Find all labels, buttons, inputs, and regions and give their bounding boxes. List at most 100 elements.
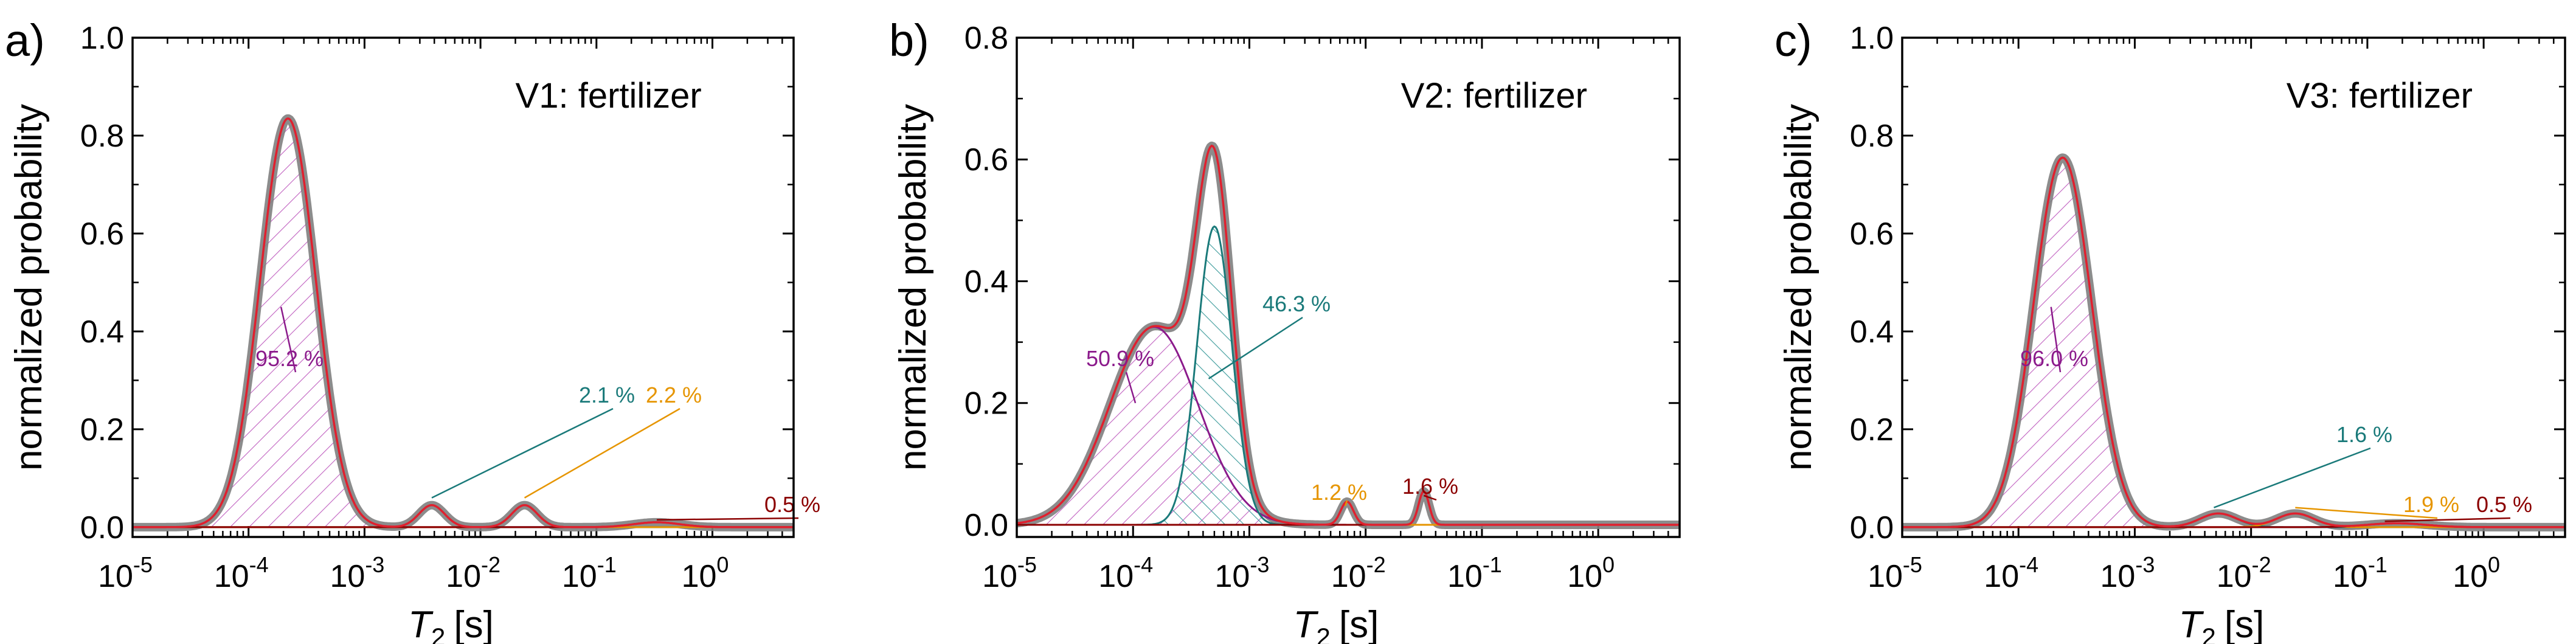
annotation-arrow (280, 306, 297, 373)
x-tick-base: 10 (2217, 559, 2252, 594)
y-tick-label: 0.0 (80, 510, 124, 545)
x-tick-base: 10 (98, 559, 133, 594)
x-tick-exp: -3 (365, 552, 384, 577)
x-tick-exp: -2 (1366, 552, 1386, 577)
x-tick-label: 10-1 (562, 552, 617, 594)
peak-percentage-label: 2.1 % (579, 383, 635, 407)
measured-distribution-curve (130, 114, 797, 531)
x-tick-base: 10 (1868, 559, 1903, 594)
x-tick-base: 10 (1567, 559, 1602, 594)
x-tick-base: 10 (2453, 559, 2488, 594)
x-tick-exp: -4 (2019, 552, 2038, 577)
x-axis-label-sub: 2 (1317, 623, 1331, 644)
x-tick-label: 10-2 (1331, 552, 1386, 594)
panel-title: V3: fertilizer (2287, 76, 2473, 116)
y-tick-label: 1.0 (1850, 21, 1894, 56)
y-tick-label: 0.6 (80, 216, 124, 252)
peak-percentage-label: 50.9 % (1086, 346, 1154, 371)
y-tick-label: 0.2 (1850, 412, 1894, 448)
x-axis-label-unit: [s] (2225, 604, 2264, 644)
panel-letter: a) (5, 15, 45, 66)
y-axis-label: normalized probability (1778, 104, 1819, 471)
annotation-arrow (1125, 372, 1137, 404)
peak-percentage-label: 1.2 % (1311, 480, 1367, 505)
y-tick-label: 1.0 (80, 21, 124, 56)
fit-sum-curve (1016, 144, 1680, 526)
x-tick-label: 10-4 (1098, 552, 1153, 594)
x-axis-label-unit: [s] (454, 604, 493, 644)
x-tick-label: 10-3 (1215, 552, 1270, 594)
x-tick-label: 100 (2453, 552, 2500, 594)
y-tick-label: 0.2 (964, 386, 1008, 421)
x-tick-base: 10 (1447, 559, 1483, 594)
annotation-arrow (2050, 306, 2062, 373)
y-axis-label: normalized probability (8, 104, 50, 471)
x-tick-label: 10-1 (1447, 552, 1502, 594)
peak-percentage-label: 2.2 % (646, 383, 702, 407)
x-tick-exp: -2 (481, 552, 500, 577)
x-tick-base: 10 (982, 559, 1017, 594)
x-tick-exp: -1 (1483, 552, 1502, 577)
x-tick-label: 10-1 (2333, 552, 2387, 594)
peak-hatch-area (1902, 158, 2565, 527)
x-tick-base: 10 (1984, 559, 2019, 594)
peak-hatch-area (133, 119, 794, 527)
x-axis-label: T2 [s] (408, 604, 494, 644)
x-tick-base: 10 (562, 559, 597, 594)
y-tick-label: 0.0 (964, 508, 1008, 543)
x-tick-base: 10 (682, 559, 717, 594)
plot-frame (131, 36, 795, 538)
x-tick-base: 10 (2333, 559, 2368, 594)
x-tick-base: 10 (1215, 559, 1250, 594)
x-tick-exp: -3 (2135, 552, 2155, 577)
x-tick-label: 10-4 (1984, 552, 2038, 594)
x-axis-label-sub: 2 (431, 623, 445, 644)
y-tick-label: 0.0 (1850, 510, 1894, 545)
x-tick-label: 10-5 (1868, 552, 1922, 594)
x-tick-exp: 0 (1602, 552, 1615, 577)
x-tick-exp: -2 (2252, 552, 2271, 577)
x-tick-label: 10-5 (98, 552, 153, 594)
panel-letter: b) (889, 15, 929, 66)
panel-title: V2: fertilizer (1401, 76, 1587, 116)
x-tick-base: 10 (1098, 559, 1134, 594)
x-axis-label: T2 [s] (1293, 604, 1379, 644)
x-tick-base: 10 (330, 559, 365, 594)
x-axis-label-main: T (408, 604, 434, 644)
x-tick-base: 10 (214, 559, 249, 594)
x-axis-label-sub: 2 (2202, 623, 2216, 644)
y-axis-label: normalized probability (892, 104, 934, 471)
x-tick-base: 10 (446, 559, 481, 594)
plot-frame (1016, 36, 1681, 538)
x-tick-exp: 0 (716, 552, 729, 577)
y-tick-label: 0.8 (80, 119, 124, 154)
x-tick-label: 10-4 (214, 552, 269, 594)
annotation-arrow (2384, 517, 2511, 522)
y-tick-label: 0.6 (1850, 216, 1894, 252)
y-tick-label: 0.4 (1850, 314, 1894, 350)
fit-sum-curve (1902, 156, 2565, 528)
x-axis-label-main: T (1293, 604, 1319, 644)
x-tick-base: 10 (2100, 559, 2136, 594)
measured-distribution-curve (1899, 153, 2568, 531)
x-tick-label: 10-2 (446, 552, 500, 594)
annotation-arrow (1423, 494, 1437, 501)
x-tick-base: 10 (1331, 559, 1366, 594)
x-tick-exp: -5 (1017, 552, 1037, 577)
x-tick-label: 10-2 (2217, 552, 2271, 594)
annotation-arrow (656, 517, 799, 521)
y-tick-label: 0.8 (1850, 119, 1894, 154)
x-tick-label: 10-5 (982, 552, 1037, 594)
y-tick-label: 0.2 (80, 412, 124, 448)
x-tick-exp: -1 (2368, 552, 2387, 577)
panel-title: V1: fertilizer (516, 76, 702, 116)
plot-frame (1901, 36, 2566, 538)
x-axis-label-main: T (2179, 604, 2204, 644)
y-tick-label: 0.4 (964, 264, 1008, 299)
x-tick-label: 10-3 (330, 552, 384, 594)
panel-2: b) V2: fertilizer normalized probability T2… (889, 15, 1683, 644)
y-tick-label: 0.8 (964, 21, 1008, 56)
peak-percentage-label: 95.2 % (255, 346, 324, 371)
